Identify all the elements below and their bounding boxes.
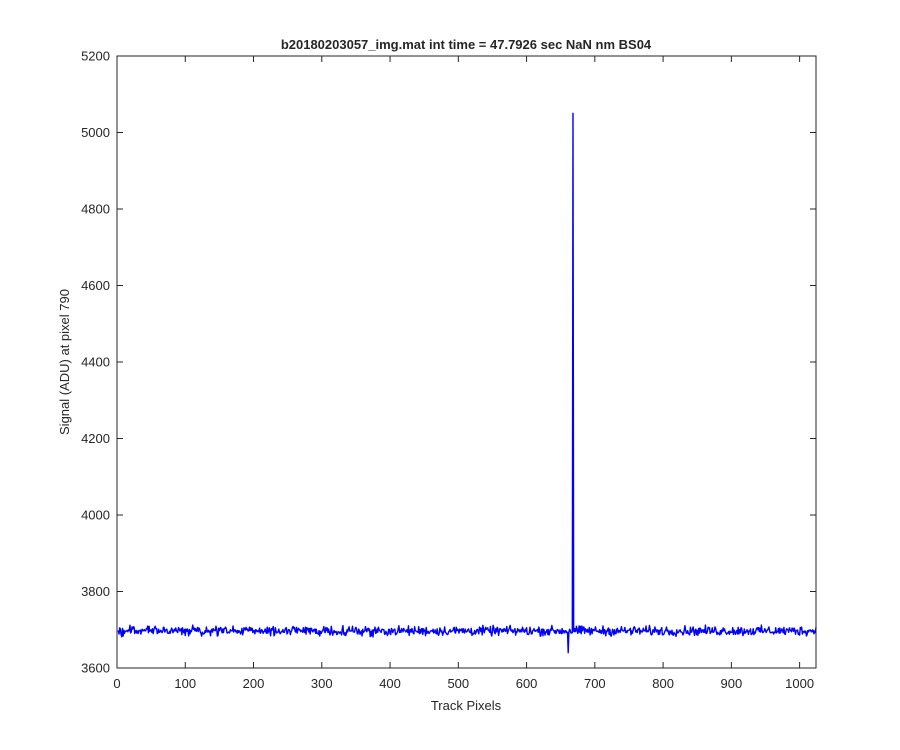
x-tick-label: 700 — [584, 676, 606, 691]
y-axis-ticks: 3600 3800 4000 4200 4400 4600 4800 5000 5200 — [81, 49, 816, 676]
y-tick-label: 4800 — [81, 202, 110, 217]
plot-area — [117, 56, 816, 668]
y-tick-label: 3600 — [81, 661, 110, 676]
y-tick-label: 3800 — [81, 584, 110, 599]
x-tick-label: 1000 — [785, 676, 814, 691]
x-axis-ticks: 0 100 200 300 400 500 600 700 800 900 1000 — [113, 56, 814, 691]
chart-title: b20180203057_img.mat int time = 47.7926 … — [281, 37, 652, 52]
y-axis-label: Signal (ADU) at pixel 790 — [57, 289, 72, 435]
y-tick-label: 4400 — [81, 355, 110, 370]
x-tick-label: 500 — [447, 676, 469, 691]
y-tick-label: 4200 — [81, 431, 110, 446]
y-tick-label: 5000 — [81, 125, 110, 140]
x-tick-label: 100 — [174, 676, 196, 691]
series-layer — [117, 112, 817, 654]
y-tick-label: 5200 — [81, 49, 110, 64]
x-tick-label: 400 — [379, 676, 401, 691]
plot-area-background — [117, 56, 816, 668]
y-tick-label: 4600 — [81, 278, 110, 293]
x-tick-label: 900 — [721, 676, 743, 691]
x-tick-label: 800 — [652, 676, 674, 691]
y-tick-label: 4000 — [81, 508, 110, 523]
x-tick-label: 0 — [113, 676, 120, 691]
x-tick-label: 300 — [311, 676, 333, 691]
x-tick-label: 600 — [516, 676, 538, 691]
signal-series-line — [117, 112, 817, 654]
x-tick-label: 200 — [243, 676, 265, 691]
x-axis-label: Track Pixels — [431, 698, 502, 713]
